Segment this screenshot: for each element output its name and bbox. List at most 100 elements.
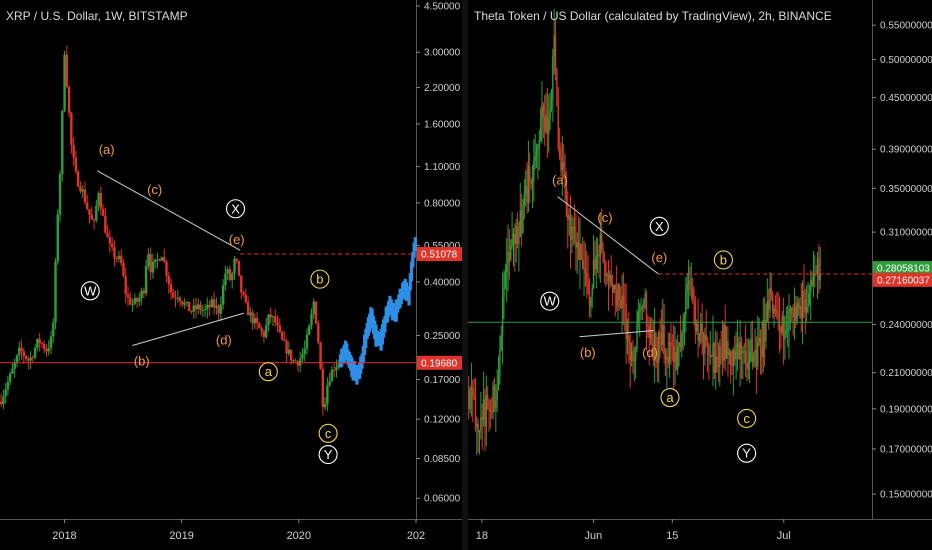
wave-label-Y: Y <box>318 445 338 465</box>
candle-body <box>326 385 329 404</box>
candle-body <box>276 322 279 326</box>
candle-body <box>788 310 790 330</box>
candle-body <box>493 385 496 408</box>
candle-body <box>615 289 618 307</box>
wave-label-circle <box>225 199 246 219</box>
candle-body <box>52 322 55 337</box>
y-tick-label: 0.15000000 <box>880 490 932 501</box>
price-badge-label: 0.28058103 <box>877 264 930 275</box>
candle-body <box>42 343 46 350</box>
theta-chart-title: Theta Token / US Dollar (calculated by T… <box>474 9 832 23</box>
candle-body <box>95 205 98 221</box>
candle-body <box>810 279 812 294</box>
candle-body <box>812 275 815 286</box>
candle-body <box>592 259 595 289</box>
candle-body <box>805 307 808 313</box>
trendline <box>97 170 241 251</box>
candle-body <box>671 345 673 347</box>
candle-body <box>530 179 532 184</box>
candle-body <box>691 288 694 298</box>
panel-divider[interactable] <box>462 0 468 550</box>
candle-body <box>591 288 593 297</box>
candle-body <box>535 150 538 157</box>
candle-body <box>656 357 659 363</box>
candle-body <box>614 285 616 290</box>
candle-body <box>531 180 534 184</box>
candle-body <box>803 290 805 300</box>
candle-body <box>772 294 774 314</box>
candle-body <box>337 363 340 367</box>
candle-body <box>740 341 743 353</box>
candle-body <box>725 341 728 359</box>
candle-body <box>556 69 558 106</box>
price-badge-bg <box>873 261 932 276</box>
wave-label-circle <box>80 281 100 301</box>
candle-body <box>557 105 559 149</box>
x-tick-label: Jul <box>777 530 791 542</box>
wave-label-X: X <box>225 199 246 219</box>
x-tick-label: Jun <box>585 530 603 542</box>
candle-body <box>217 305 220 314</box>
candle-body <box>668 342 671 364</box>
candle-body <box>323 403 327 408</box>
candle-body <box>20 347 23 352</box>
candle-body <box>203 309 207 311</box>
y-tick-label: 4.50000 <box>424 2 461 13</box>
candle-body <box>0 401 3 405</box>
candle-body <box>224 273 227 286</box>
candle-body <box>249 312 252 316</box>
wave-label-c: c <box>737 408 757 428</box>
projection-bar <box>383 315 387 333</box>
candle-body <box>598 254 600 257</box>
xrp-chart[interactable]: (a) (c) X (e) W (b) (d) a b cY 4.50000 3.00000 2.200… <box>0 0 462 550</box>
wave-label-b: b <box>713 250 733 270</box>
wave-label-W: W <box>540 291 560 311</box>
candle-body <box>285 340 288 354</box>
wave-label-b: (b) <box>134 353 150 368</box>
wave-label-circle <box>540 291 560 311</box>
x-tick-label: 15 <box>666 530 678 542</box>
candle-body <box>750 338 752 353</box>
wave-label-circle <box>649 216 669 236</box>
wave-label-a: (a) <box>99 142 115 157</box>
candle-body <box>705 334 707 341</box>
candle-body <box>8 373 12 382</box>
candle-body <box>527 166 530 203</box>
candle-body <box>54 261 57 323</box>
candle-body <box>729 351 732 366</box>
candle-body <box>255 318 259 324</box>
candle-body <box>761 348 763 357</box>
candle-body <box>153 259 157 262</box>
candle-body <box>634 350 637 359</box>
candle-body <box>746 361 748 369</box>
x-tick-label: 202 <box>407 530 425 542</box>
wave-label-circle <box>310 269 330 289</box>
candle-body <box>101 208 105 216</box>
candle-body <box>655 332 657 358</box>
candle-body <box>769 288 771 311</box>
candle-body <box>484 399 486 427</box>
candle-body <box>233 258 236 274</box>
candles <box>468 8 821 456</box>
x-tick-label: 2018 <box>52 530 76 542</box>
candle-body <box>47 348 50 352</box>
x-tick-label: 18 <box>476 530 488 542</box>
candle-body <box>560 156 562 171</box>
candle-body <box>643 300 645 308</box>
candle-body <box>702 342 705 354</box>
candle-body <box>731 365 733 367</box>
y-tick-label: 0.19000000 <box>880 404 932 415</box>
candle-body <box>86 202 89 210</box>
candle-body <box>321 369 325 408</box>
candle-body <box>763 319 766 342</box>
candle-body <box>610 275 612 285</box>
candle-body <box>777 314 779 318</box>
candle-body <box>524 185 527 194</box>
candle-body <box>701 323 703 343</box>
candle-body <box>314 301 318 324</box>
theta-chart[interactable]: (a) (c) X (e) b W (b) (d) a c Y 0.55000000 0.5000000… <box>468 0 932 550</box>
candle-body <box>550 99 553 110</box>
candle-body <box>305 334 309 349</box>
candle-body <box>765 322 767 342</box>
candle-body <box>144 265 148 294</box>
